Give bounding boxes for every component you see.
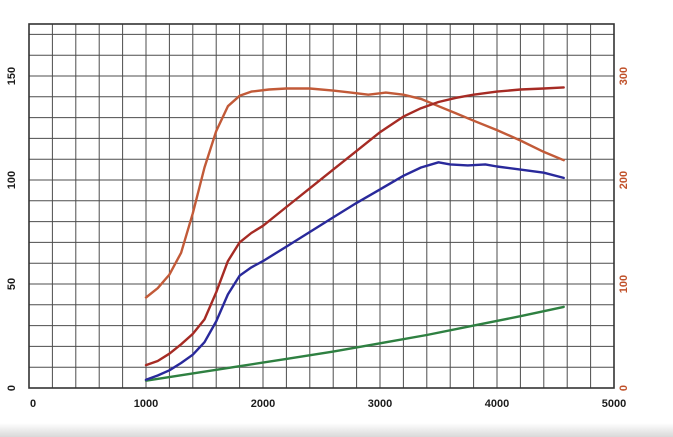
left-tick-label: 0 (6, 385, 18, 391)
series-torque-curve (144, 87, 565, 299)
x-tick-label: 2000 (251, 398, 275, 410)
series-power-lower-curve (144, 161, 565, 381)
right-tick-label: 200 (618, 171, 630, 189)
right-tick-label: 300 (618, 67, 630, 85)
x-tick-label: 4000 (485, 398, 509, 410)
x-tick-label: 5000 (602, 398, 626, 410)
x-tick-label: 1000 (134, 398, 158, 410)
right-tick-label: 100 (618, 275, 630, 293)
x-tick-label: 3000 (368, 398, 392, 410)
series-power-upper-curve (144, 86, 565, 367)
left-tick-label: 150 (6, 67, 18, 85)
right-tick-label: 0 (618, 385, 630, 391)
left-tick-label: 100 (6, 171, 18, 189)
x-tick-label: 0 (30, 398, 36, 410)
left-tick-label: 50 (6, 278, 18, 290)
plot-border (28, 23, 615, 389)
series-baseline-curve (144, 305, 565, 382)
